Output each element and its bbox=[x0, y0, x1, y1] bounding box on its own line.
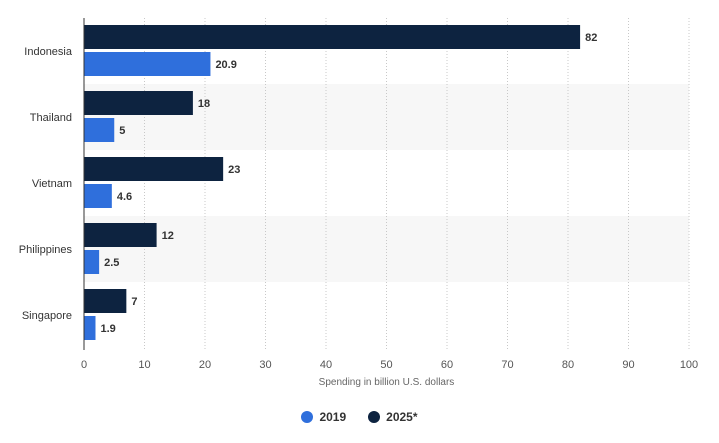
data-label: 20.9 bbox=[215, 59, 236, 71]
category-label: Singapore bbox=[22, 310, 72, 322]
x-tick-label: 20 bbox=[199, 359, 211, 371]
x-tick-label: 70 bbox=[501, 359, 513, 371]
legend-label-2025: 2025* bbox=[386, 410, 418, 424]
data-label: 1.9 bbox=[100, 323, 115, 335]
category-label: Vietnam bbox=[32, 178, 72, 190]
x-tick-label: 80 bbox=[562, 359, 574, 371]
x-tick-label: 10 bbox=[138, 359, 150, 371]
bar[interactable] bbox=[84, 289, 127, 313]
legend-label-2019: 2019 bbox=[319, 410, 347, 424]
data-label: 23 bbox=[228, 164, 240, 176]
bars: 82 20.9 18 5 23 4.6 12 2.5 7 1.9 bbox=[84, 25, 597, 340]
bar[interactable] bbox=[84, 223, 157, 247]
gridlines bbox=[144, 18, 690, 350]
data-label: 82 bbox=[585, 32, 597, 44]
legend: 2019 2025* bbox=[0, 410, 719, 424]
data-label: 2.5 bbox=[104, 257, 119, 269]
x-tick-label: 60 bbox=[441, 359, 453, 371]
category-labels: Indonesia Thailand Vietnam Philippines Singa… bbox=[19, 46, 73, 322]
x-tick-label: 90 bbox=[622, 359, 634, 371]
legend-item-2025[interactable]: 2025* bbox=[368, 410, 418, 424]
bar[interactable] bbox=[84, 184, 112, 208]
category-label: Indonesia bbox=[24, 46, 73, 58]
x-tick-label: 40 bbox=[320, 359, 332, 371]
x-tick-label: 100 bbox=[680, 359, 698, 371]
bar[interactable] bbox=[84, 52, 211, 76]
data-label: 18 bbox=[198, 98, 210, 110]
legend-marker-2025 bbox=[368, 411, 381, 423]
x-tick-label: 0 bbox=[81, 359, 87, 371]
data-label: 12 bbox=[162, 230, 174, 242]
legend-item-2019[interactable]: 2019 bbox=[301, 410, 346, 424]
bar[interactable] bbox=[84, 91, 193, 115]
legend-marker-2019 bbox=[301, 411, 314, 423]
bar[interactable] bbox=[84, 316, 96, 340]
bar[interactable] bbox=[84, 25, 581, 49]
x-tick-labels: 0 10 20 30 40 50 60 70 80 90 100 bbox=[81, 359, 698, 371]
bar[interactable] bbox=[84, 118, 115, 142]
bar[interactable] bbox=[84, 157, 224, 181]
category-label: Philippines bbox=[19, 244, 73, 256]
data-label: 4.6 bbox=[117, 191, 132, 203]
data-label: 7 bbox=[131, 296, 137, 308]
x-tick-label: 50 bbox=[380, 359, 392, 371]
x-tick-label: 30 bbox=[259, 359, 271, 371]
category-label: Thailand bbox=[30, 112, 72, 124]
data-label: 5 bbox=[119, 125, 125, 137]
x-axis-title: Spending in billion U.S. dollars bbox=[319, 377, 455, 388]
bar[interactable] bbox=[84, 250, 100, 274]
